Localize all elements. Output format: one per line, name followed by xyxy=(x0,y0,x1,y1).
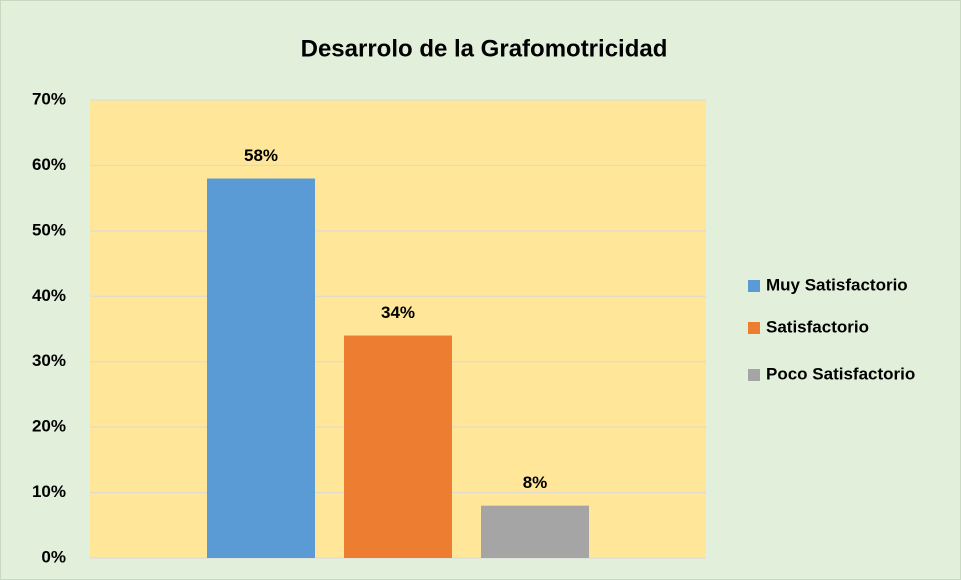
value-label: 58% xyxy=(244,146,278,165)
legend-swatch xyxy=(748,280,760,292)
y-tick-label: 0% xyxy=(41,547,66,566)
bar xyxy=(481,505,589,558)
y-tick-label: 60% xyxy=(32,155,66,174)
legend-label: Poco Satisfactorio xyxy=(766,364,915,383)
legend-swatch xyxy=(748,322,760,334)
legend-swatch xyxy=(748,369,760,381)
bar xyxy=(344,335,452,558)
y-tick-label: 70% xyxy=(32,89,66,108)
value-label: 8% xyxy=(523,473,548,492)
value-label: 34% xyxy=(381,303,415,322)
y-tick-label: 50% xyxy=(32,220,66,239)
y-tick-label: 30% xyxy=(32,351,66,370)
legend-label: Muy Satisfactorio xyxy=(766,275,908,294)
y-tick-label: 20% xyxy=(32,417,66,436)
bar xyxy=(207,178,315,558)
legend-label: Satisfactorio xyxy=(766,317,869,336)
chart-title: Desarrolo de la Grafomotricidad xyxy=(301,35,668,62)
y-tick-label: 40% xyxy=(32,286,66,305)
y-tick-label: 10% xyxy=(32,482,66,501)
